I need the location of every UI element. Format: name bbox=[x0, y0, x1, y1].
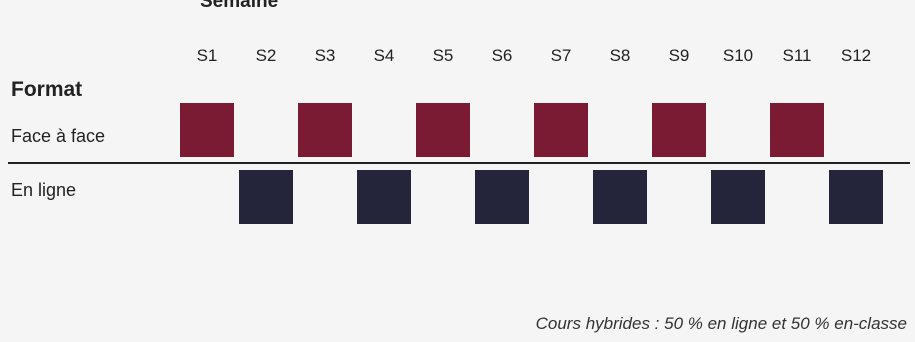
week-label-s3: S3 bbox=[314, 46, 336, 65]
block-en-ligne-s10 bbox=[711, 170, 765, 224]
week-label-s5: S5 bbox=[432, 46, 454, 65]
row-divider bbox=[8, 162, 910, 164]
block-face-a-face-s5 bbox=[416, 103, 470, 157]
block-en-ligne-s8 bbox=[593, 170, 647, 224]
block-face-a-face-s7 bbox=[534, 103, 588, 157]
block-en-ligne-s2 bbox=[239, 170, 293, 224]
block-face-a-face-s9 bbox=[652, 103, 706, 157]
week-label-s11: S11 bbox=[782, 46, 812, 65]
block-en-ligne-s12 bbox=[829, 170, 883, 224]
week-label-s8: S8 bbox=[609, 46, 631, 65]
block-en-ligne-s4 bbox=[357, 170, 411, 224]
header-title: Semaine bbox=[200, 0, 279, 12]
row-label-en-ligne: En ligne bbox=[11, 180, 77, 200]
block-face-a-face-s1 bbox=[180, 103, 234, 157]
block-face-a-face-s3 bbox=[298, 103, 352, 157]
format-heading: Format bbox=[11, 78, 83, 101]
week-label-s2: S2 bbox=[255, 46, 277, 65]
row-label-face-a-face: Face à face bbox=[11, 126, 106, 146]
week-label-s1: S1 bbox=[196, 46, 218, 65]
block-face-a-face-s11 bbox=[770, 103, 824, 157]
week-label-s4: S4 bbox=[373, 46, 395, 65]
footnote: Cours hybrides : 50 % en ligne et 50 % e… bbox=[535, 314, 907, 333]
week-label-s6: S6 bbox=[491, 46, 513, 65]
block-en-ligne-s6 bbox=[475, 170, 529, 224]
week-label-s7: S7 bbox=[550, 46, 572, 65]
week-label-s10: S10 bbox=[722, 46, 754, 65]
week-label-s12: S12 bbox=[840, 46, 872, 65]
week-label-s9: S9 bbox=[668, 46, 690, 65]
